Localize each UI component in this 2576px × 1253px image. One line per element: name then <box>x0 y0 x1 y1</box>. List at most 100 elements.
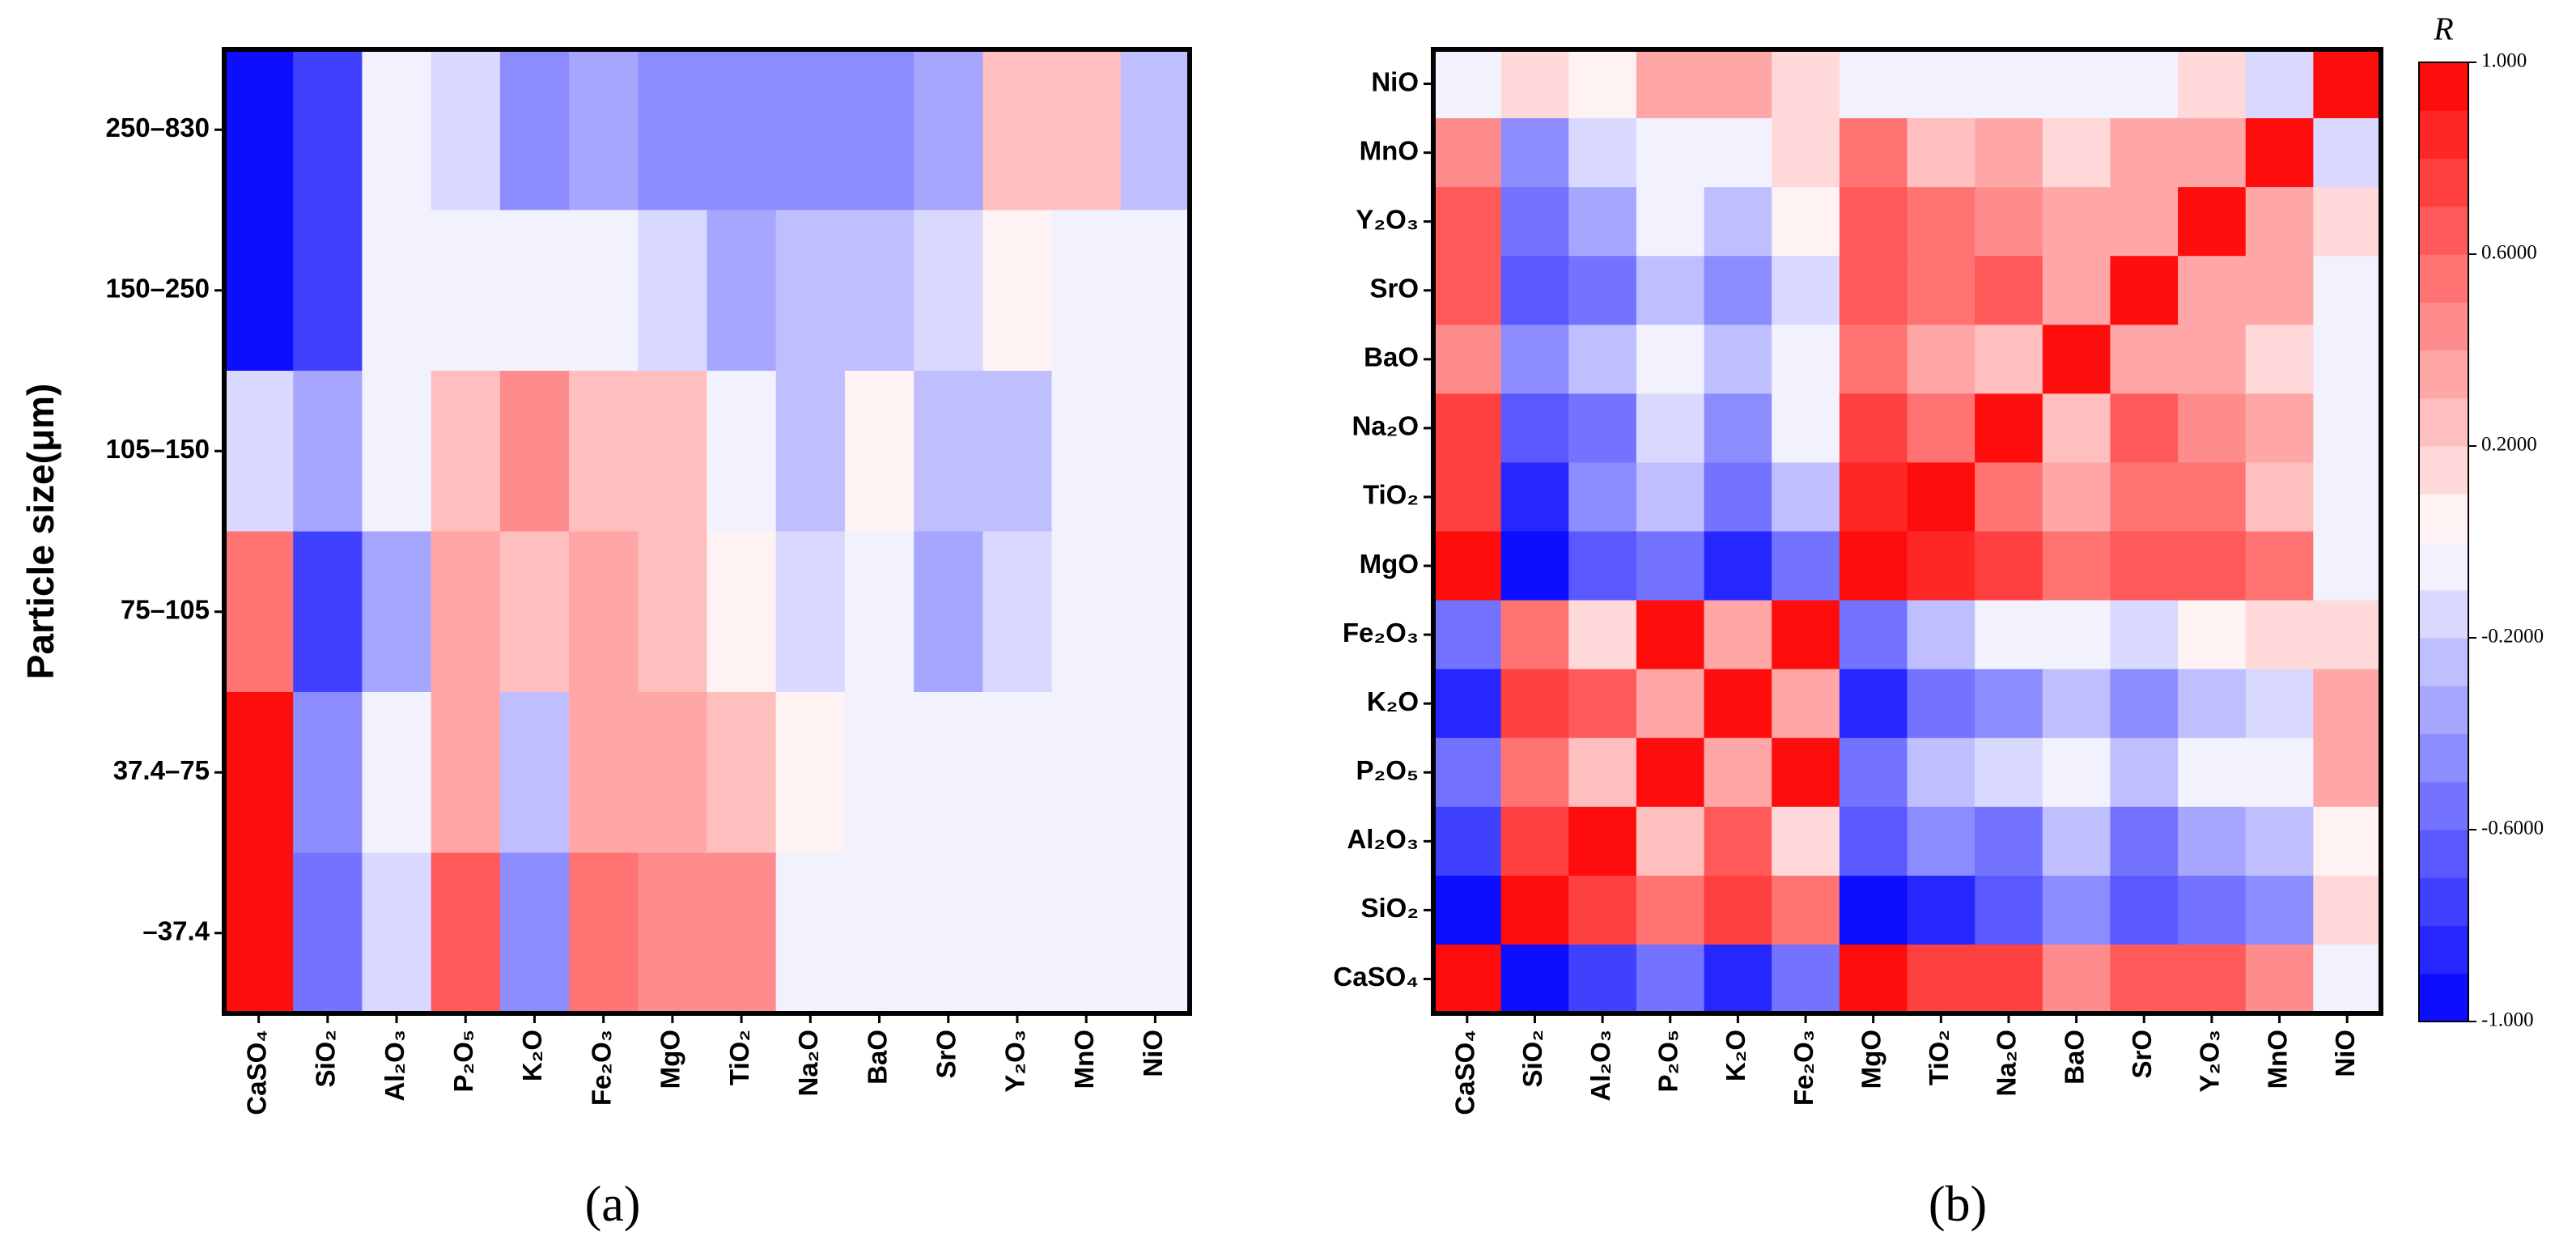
heatmap-cell <box>1772 875 1840 945</box>
heatmap-cell <box>1568 49 1637 119</box>
colorbar-step <box>2419 830 2468 878</box>
x-tick-label: NiO <box>1138 1030 1168 1077</box>
y-tick-label: Na₂O <box>1352 411 1419 441</box>
heatmap-cell <box>2042 187 2111 257</box>
heatmap-cell <box>1907 531 1975 601</box>
heatmap-cell <box>2245 600 2314 670</box>
heatmap-cell <box>2178 806 2247 877</box>
colorbar-step <box>2419 494 2468 543</box>
heatmap-cell <box>1907 875 1975 945</box>
heatmap-cell <box>775 49 846 211</box>
heatmap-cell <box>1433 256 1502 325</box>
heatmap-cell <box>1500 187 1569 257</box>
heatmap-cell <box>2245 737 2314 808</box>
heatmap-cell <box>1907 393 1975 464</box>
heatmap-cell <box>1433 187 1502 257</box>
heatmap-cell <box>1975 531 2043 601</box>
heatmap-cell <box>499 852 570 1014</box>
colorbar-tick-label: 0.6000 <box>2481 242 2537 264</box>
heatmap-cell <box>1120 371 1190 533</box>
heatmap-cell <box>1907 806 1975 877</box>
heatmap-cell <box>1568 462 1637 533</box>
heatmap-cell <box>1568 118 1637 188</box>
heatmap-cell <box>638 49 708 211</box>
heatmap-cell <box>2042 256 2111 325</box>
x-tick-label: MgO <box>656 1030 685 1089</box>
heatmap-cell <box>2245 806 2314 877</box>
heatmap-cell <box>1568 325 1637 394</box>
heatmap-cell <box>1636 600 1705 670</box>
heatmap-cell <box>1975 462 2043 533</box>
heatmap-cell <box>2178 875 2247 945</box>
colorbar-frame <box>2418 62 2469 1022</box>
colorbar-step <box>2419 302 2468 351</box>
heatmap-cell <box>638 692 708 854</box>
heatmap-cell <box>1433 531 1502 601</box>
heatmap-cell <box>2042 669 2111 739</box>
x-tick-label: Na₂O <box>793 1030 823 1097</box>
heatmap-cell <box>1500 256 1569 325</box>
heatmap-cell <box>1051 531 1122 693</box>
heatmap-cell <box>1839 393 1908 464</box>
colorbar-step <box>2419 110 2468 159</box>
y-axis-label: Particle size(μm) <box>19 384 62 680</box>
heatmap-cell <box>2178 944 2247 1014</box>
heatmap-cell <box>362 49 432 211</box>
heatmap-cell <box>293 852 363 1014</box>
heatmap-cell <box>2245 875 2314 945</box>
heatmap-cell <box>1636 875 1705 945</box>
heatmap-cell <box>707 692 777 854</box>
heatmap-cell <box>362 371 432 533</box>
heatmap-cell <box>1704 256 1772 325</box>
colorbar-step <box>2419 733 2468 783</box>
heatmap-cell <box>844 210 915 372</box>
heatmap-cell <box>1636 806 1705 877</box>
heatmap-cell <box>2042 531 2111 601</box>
heatmap-cell <box>844 49 915 211</box>
heatmap-cell <box>1907 118 1975 188</box>
heatmap-cell <box>1433 600 1502 670</box>
heatmap-cell <box>2110 600 2179 670</box>
heatmap-cell <box>1568 600 1637 670</box>
heatmap-cell <box>1772 806 1840 877</box>
heatmap-cell <box>707 210 777 372</box>
colorbar-step <box>2419 589 2468 639</box>
y-tick-label: 150–250 <box>106 273 210 303</box>
heatmap-cell <box>1500 600 1569 670</box>
heatmap-cell <box>1636 49 1705 119</box>
heatmap-cell <box>2245 393 2314 464</box>
heatmap-cell <box>775 371 846 533</box>
heatmap-cell <box>1704 806 1772 877</box>
x-tick-label: Y₂O₃ <box>1000 1030 1030 1093</box>
heatmap-cell <box>1772 600 1840 670</box>
heatmap-cell <box>1051 371 1122 533</box>
heatmap-cell <box>2245 669 2314 739</box>
y-tick-label: K₂O <box>1367 686 1419 716</box>
colorbar-step <box>2419 638 2468 686</box>
heatmap-cell <box>1907 600 1975 670</box>
heatmap-cell <box>1704 875 1772 945</box>
heatmap-cell <box>362 210 432 372</box>
heatmap-cell <box>224 852 294 1014</box>
heatmap-cell <box>1433 325 1502 394</box>
heatmap-cell <box>2178 462 2247 533</box>
heatmap-cell <box>1051 852 1122 1014</box>
y-tick-label: 250–830 <box>106 113 210 142</box>
heatmap-cell <box>2313 875 2382 945</box>
heatmap-cell <box>1704 325 1772 394</box>
colorbar-step <box>2419 686 2468 735</box>
heatmap-cell <box>293 371 363 533</box>
heatmap-cell <box>775 210 846 372</box>
heatmap-cell <box>1120 210 1190 372</box>
heatmap-cell <box>2042 462 2111 533</box>
heatmap-cell <box>1500 737 1569 808</box>
y-tick-label: MgO <box>1360 549 1419 579</box>
heatmap-cell <box>982 49 1053 211</box>
heatmap-cell <box>775 531 846 693</box>
heatmap-cell <box>1704 187 1772 257</box>
heatmap-cell <box>1839 531 1908 601</box>
heatmap-cell <box>914 371 983 533</box>
heatmap-cell <box>362 692 432 854</box>
heatmap-cell <box>2042 600 2111 670</box>
heatmap-cell <box>1975 737 2043 808</box>
